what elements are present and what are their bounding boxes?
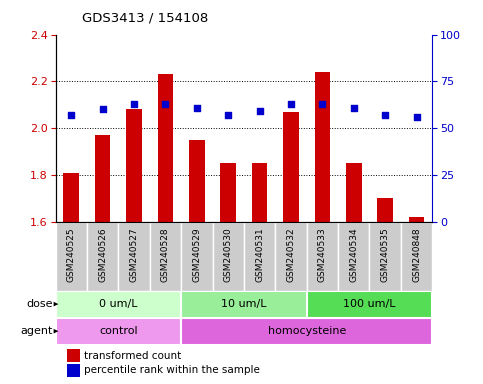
Text: GSM240848: GSM240848 — [412, 227, 421, 282]
Bar — [87, 222, 118, 291]
Text: GSM240531: GSM240531 — [255, 227, 264, 282]
Point — [319, 101, 327, 107]
Text: GSM240532: GSM240532 — [286, 227, 296, 282]
Text: GDS3413 / 154108: GDS3413 / 154108 — [82, 12, 208, 25]
Bar — [377, 198, 393, 222]
Point — [130, 101, 138, 107]
Text: 100 um/L: 100 um/L — [343, 299, 396, 309]
Text: homocysteine: homocysteine — [268, 326, 346, 336]
Bar — [181, 318, 432, 345]
Point — [68, 112, 75, 118]
Bar — [369, 222, 401, 291]
Bar — [338, 222, 369, 291]
Bar — [401, 222, 432, 291]
Bar — [244, 222, 275, 291]
Bar — [307, 222, 338, 291]
Text: GSM240526: GSM240526 — [98, 227, 107, 282]
Text: GSM240534: GSM240534 — [349, 227, 358, 282]
Bar — [346, 163, 362, 222]
Point — [412, 114, 420, 120]
Bar — [95, 135, 111, 222]
Text: GSM240529: GSM240529 — [192, 227, 201, 282]
Bar — [56, 222, 87, 291]
Text: GSM240533: GSM240533 — [318, 227, 327, 282]
Point — [99, 106, 107, 113]
Bar — [220, 163, 236, 222]
Bar — [56, 291, 181, 318]
Bar — [314, 72, 330, 222]
Point — [224, 112, 232, 118]
Bar — [181, 291, 307, 318]
Bar — [63, 172, 79, 222]
Point — [287, 101, 295, 107]
Bar — [189, 140, 205, 222]
Bar — [67, 349, 80, 362]
Point — [256, 108, 264, 114]
Bar — [150, 222, 181, 291]
Bar — [213, 222, 244, 291]
Bar — [67, 364, 80, 377]
Point — [382, 112, 389, 118]
Point — [350, 104, 357, 111]
Bar — [56, 318, 181, 345]
Bar — [118, 222, 150, 291]
Text: agent: agent — [21, 326, 53, 336]
Bar — [275, 222, 307, 291]
Text: GSM240528: GSM240528 — [161, 227, 170, 282]
Bar — [181, 222, 213, 291]
Point — [161, 101, 170, 107]
Bar — [409, 217, 425, 222]
Bar — [283, 112, 299, 222]
Text: dose: dose — [27, 299, 53, 309]
Text: GSM240535: GSM240535 — [381, 227, 390, 282]
Text: GSM240527: GSM240527 — [129, 227, 139, 282]
Bar — [307, 291, 432, 318]
Bar — [252, 163, 268, 222]
Bar — [157, 74, 173, 222]
Text: percentile rank within the sample: percentile rank within the sample — [84, 366, 260, 376]
Text: control: control — [99, 326, 138, 336]
Point — [193, 104, 201, 111]
Text: GSM240530: GSM240530 — [224, 227, 233, 282]
Text: transformed count: transformed count — [84, 351, 181, 361]
Bar — [126, 109, 142, 222]
Text: GSM240525: GSM240525 — [67, 227, 76, 282]
Text: 0 um/L: 0 um/L — [99, 299, 138, 309]
Text: 10 um/L: 10 um/L — [221, 299, 267, 309]
